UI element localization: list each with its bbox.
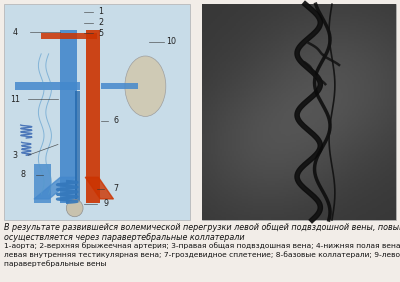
Bar — [101, 83, 138, 89]
Text: 1: 1 — [98, 7, 103, 16]
Ellipse shape — [125, 56, 166, 116]
Bar — [34, 164, 50, 203]
Bar — [60, 30, 76, 203]
Text: 11: 11 — [10, 95, 20, 104]
Text: В результате развившейся волемической перегрузки левой общей подвздошной вены, п: В результате развившейся волемической пе… — [4, 223, 400, 232]
Ellipse shape — [66, 199, 83, 217]
Text: 8: 8 — [20, 170, 25, 179]
Text: осуществляется через паравертебральные коллатерали: осуществляется через паравертебральные к… — [4, 233, 245, 242]
Text: 3: 3 — [13, 151, 18, 160]
Bar — [75, 91, 80, 203]
Text: 10: 10 — [166, 38, 176, 47]
Text: 5: 5 — [98, 29, 103, 38]
Text: левая внутренняя тестикулярная вена; 7-гроздевидное сплетение; 8-базовые коллате: левая внутренняя тестикулярная вена; 7-г… — [4, 251, 400, 258]
Bar — [41, 33, 97, 39]
Bar — [86, 30, 100, 203]
Text: 6: 6 — [113, 116, 118, 125]
Bar — [202, 4, 396, 220]
Text: 9: 9 — [104, 199, 109, 208]
Bar — [15, 82, 80, 90]
Text: 7: 7 — [113, 184, 118, 193]
Text: паравертебральные вены: паравертебральные вены — [4, 260, 106, 267]
Text: 2: 2 — [98, 18, 103, 27]
Text: 4: 4 — [13, 28, 18, 37]
Text: 1-аорта; 2-верхняя брыжеечная артерия; 3-правая общая подвздошная вена; 4-нижняя: 1-аорта; 2-верхняя брыжеечная артерия; 3… — [4, 242, 400, 249]
Bar — [4, 4, 190, 220]
